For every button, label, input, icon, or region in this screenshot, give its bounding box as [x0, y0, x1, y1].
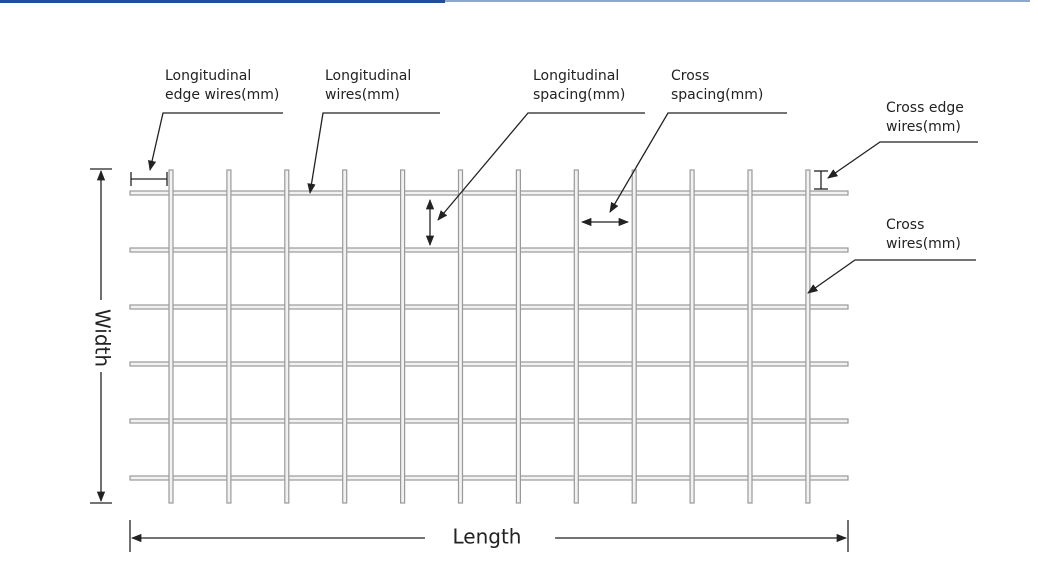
- wire: [573, 169, 579, 504]
- wire: [129, 475, 849, 481]
- leaders: [90, 112, 978, 552]
- width-label: Width: [91, 309, 115, 367]
- wire: [342, 169, 348, 504]
- label-line: Longitudinal: [325, 68, 411, 84]
- label-line: Longitudinal: [533, 68, 619, 84]
- label: Cross edge wires(mm): [886, 100, 964, 135]
- label-line: Cross edge: [886, 100, 964, 116]
- wire: [129, 247, 849, 253]
- wire: [805, 169, 811, 504]
- label-line: Cross: [886, 217, 924, 233]
- wire: [168, 169, 174, 504]
- wire: [129, 361, 849, 367]
- wire: [631, 169, 637, 504]
- wire: [129, 190, 849, 196]
- wire: [515, 169, 522, 504]
- label-line: wires(mm): [886, 236, 961, 252]
- label-line: Longitudinal: [165, 68, 251, 84]
- wire: [129, 418, 849, 424]
- label: Cross spacing(mm): [671, 68, 763, 103]
- label-line: spacing(mm): [671, 87, 763, 103]
- label-line: spacing(mm): [533, 87, 625, 103]
- length-label: Length: [453, 525, 522, 549]
- wire: [747, 169, 753, 504]
- wire: [284, 169, 290, 504]
- label-line: wires(mm): [325, 87, 400, 103]
- wire: [129, 304, 849, 310]
- wire: [226, 169, 232, 504]
- wire-grid: [129, 169, 849, 504]
- label-line: edge wires(mm): [165, 87, 279, 103]
- label-line: wires(mm): [886, 119, 961, 135]
- wire: [457, 169, 464, 504]
- wire: [400, 169, 406, 504]
- label: Longitudinal spacing(mm): [533, 68, 625, 103]
- label-line: Cross: [671, 68, 709, 84]
- wire: [689, 169, 695, 504]
- label: Longitudinal wires(mm): [325, 68, 411, 103]
- label: Longitudinal edge wires(mm): [165, 68, 279, 103]
- top-bar: [0, 0, 445, 3]
- label: Cross wires(mm): [886, 217, 961, 252]
